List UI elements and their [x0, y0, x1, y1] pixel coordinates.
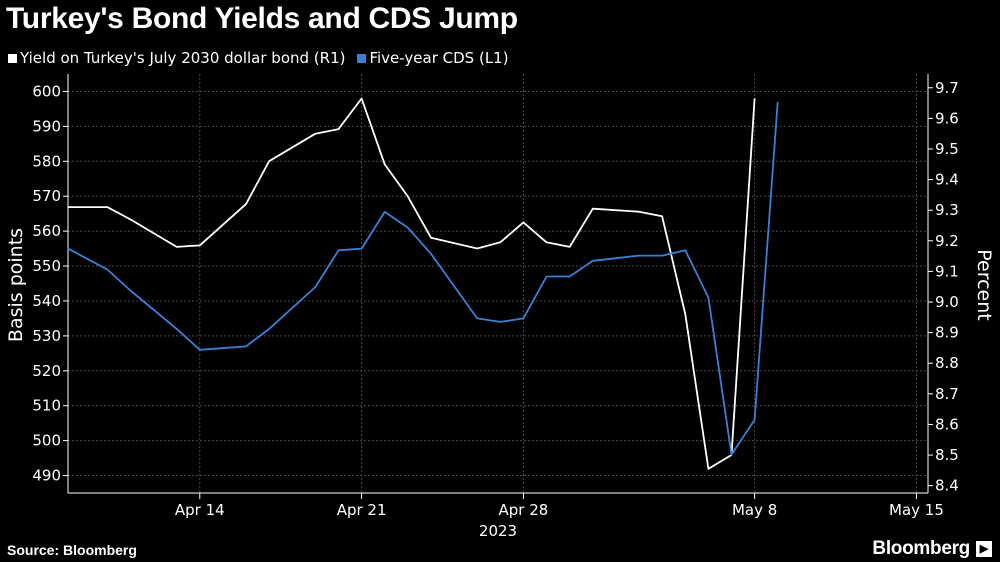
y-tick-label-right: 9.2: [935, 232, 959, 250]
legend-item-cds: Five-year CDS (L1): [357, 49, 509, 67]
y-tick-label-right: 9.7: [935, 79, 959, 97]
chart-title: Turkey's Bond Yields and CDS Jump: [6, 2, 518, 35]
y-tick-label-left: 500: [32, 432, 61, 450]
y-tick-label-left: 550: [32, 257, 61, 275]
y-axis-title-right: Percent: [973, 249, 995, 321]
brand: Bloomberg ▶: [872, 538, 992, 560]
y-axis-title-left: Basis points: [5, 228, 27, 342]
series-line-cds: [67, 101, 779, 456]
x-tick-label: Apr 28: [499, 501, 549, 519]
source-note: Source: Bloomberg: [7, 542, 137, 558]
legend-label-yield: Yield on Turkey's July 2030 dollar bond …: [20, 49, 346, 67]
y-tick-label-right: 9.0: [935, 293, 959, 311]
y-tick-label-left: 490: [32, 467, 61, 485]
y-tick-label-left: 510: [32, 397, 61, 415]
y-tick-label-right: 9.3: [935, 201, 959, 219]
y-tick-label-right: 9.6: [935, 109, 959, 127]
series-line-yield: [68, 97, 756, 470]
x-axis-title: 2023: [479, 522, 517, 540]
x-tick-label: May 8: [732, 501, 777, 519]
y-tick-label-right: 9.4: [935, 171, 959, 189]
legend-swatch-cds: [357, 53, 367, 63]
brand-logo-text: Bloomberg: [872, 538, 970, 559]
y-tick-label-right: 8.7: [935, 385, 959, 403]
y-tick-label-left: 540: [32, 292, 61, 310]
y-tick-label-left: 520: [32, 362, 61, 380]
x-tick-label: May 15: [889, 501, 944, 519]
y-tick-label-left: 600: [32, 82, 61, 100]
brand-play-icon: ▶: [976, 541, 992, 557]
legend-swatch-yield: [8, 53, 17, 63]
legend: Yield on Turkey's July 2030 dollar bond …: [8, 49, 509, 67]
x-tick-label: Apr 14: [175, 501, 225, 519]
x-tick-label: Apr 21: [337, 501, 387, 519]
y-tick-label-left: 570: [32, 187, 61, 205]
y-tick-label-right: 9.5: [935, 140, 959, 158]
legend-item-yield: Yield on Turkey's July 2030 dollar bond …: [8, 49, 345, 67]
y-tick-label-right: 8.8: [935, 354, 959, 372]
y-tick-label-right: 8.9: [935, 324, 959, 342]
y-tick-label-right: 8.6: [935, 415, 959, 433]
y-tick-label-left: 590: [32, 117, 61, 135]
y-tick-label-right: 9.1: [935, 262, 959, 280]
y-tick-label-left: 530: [32, 327, 61, 345]
y-tick-label-right: 8.5: [935, 446, 959, 464]
legend-label-cds: Five-year CDS (L1): [369, 49, 509, 67]
y-tick-label-right: 8.4: [935, 477, 959, 495]
y-tick-label-left: 560: [32, 222, 61, 240]
y-tick-label-left: 580: [32, 152, 61, 170]
